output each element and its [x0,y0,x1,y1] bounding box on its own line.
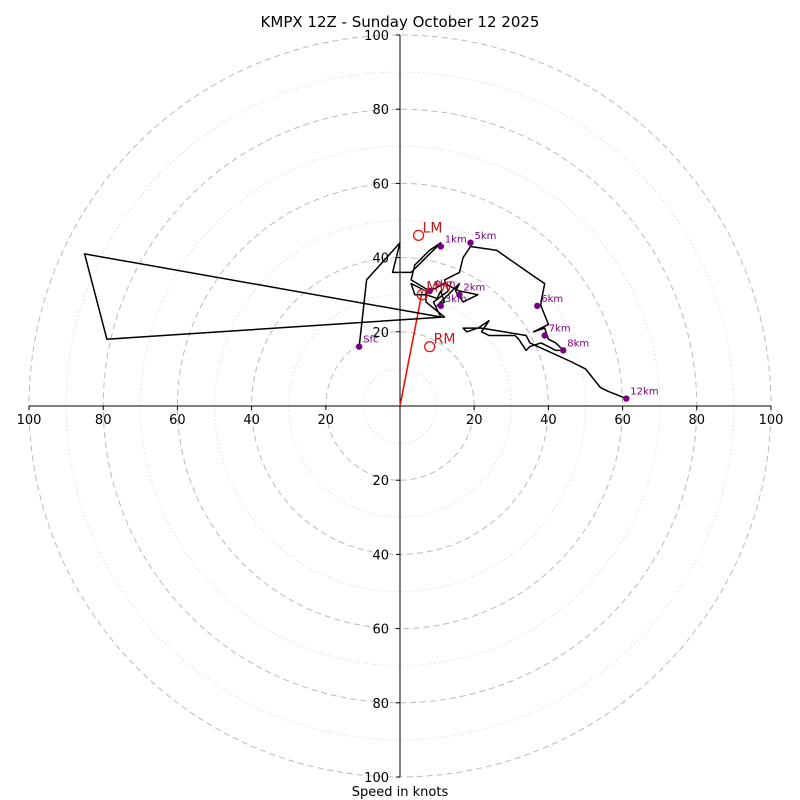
height-label-12km: 12km [630,387,658,398]
height-label-7km: 7km [549,324,571,335]
chart-title: KMPX 12Z - Sunday October 12 2025 [261,13,540,31]
height-marker-3km [437,302,445,310]
tick-label-left-100: 100 [17,413,42,428]
storm-motion-marker-RM [424,340,436,353]
height-marker-7km [541,332,548,339]
tick-label-down-100: 100 [364,771,389,786]
storm-motion-label-MW: MW [426,280,452,296]
height-marker-8km [560,347,567,354]
tick-label-right-40: 40 [540,413,557,428]
height-label-Sfc: Sfc [363,335,378,346]
tick-label-right-60: 60 [614,413,631,428]
storm-motion-marker-LM [412,229,425,241]
tick-label-up-80: 80 [372,103,389,118]
tick-label-down-20: 20 [372,474,389,489]
height-label-8km: 8km [567,338,589,349]
storm-motion-label-RM: RM [434,332,456,348]
tick-label-left-60: 60 [169,413,186,428]
height-label-6km: 6km [541,294,563,305]
hodograph-trace-layer [83,242,627,407]
tick-label-left-40: 40 [243,413,260,428]
tick-label-right-100: 100 [759,413,784,428]
storm-motion-label-LM: LM [423,220,443,236]
tick-label-left-20: 20 [318,413,335,428]
height-marker-12km [623,395,630,402]
height-marker-4km [426,287,433,295]
height-label-5km: 5km [474,231,496,242]
height-label-1km: 1km [445,234,467,245]
tick-label-down-40: 40 [372,548,389,563]
height-marker-5km [467,239,474,246]
height-marker-Sfc [355,343,363,350]
tick-label-up-60: 60 [372,177,389,192]
x-axis-label: Speed in knots [352,785,449,800]
tick-label-up-40: 40 [372,252,389,267]
height-marker-2km [456,291,463,298]
tick-label-down-60: 60 [372,623,389,638]
tick-label-left-80: 80 [95,413,112,428]
height-label-2km: 2km [463,283,485,294]
tick-labels: 100 80 60 40 20 20 40 60 80 100 20 40 60 80 100 20 40 60 8… [17,29,784,786]
tick-label-up-20: 20 [372,326,389,341]
storm-motion-marker-MW [416,289,428,301]
shear-vector [399,290,424,407]
height-label-3km: 3km [445,294,467,305]
tick-label-up-100: 100 [364,29,389,44]
height-marker-6km [534,302,541,310]
height-marker-1km [437,243,445,250]
height-label-4km: 4km [434,279,456,290]
tick-label-right-20: 20 [466,413,483,428]
tick-label-right-80: 80 [689,413,706,428]
storm-motion-markers: LM MW RM [412,220,456,353]
hodograph-line [83,242,627,400]
tick-label-down-80: 80 [372,697,389,712]
